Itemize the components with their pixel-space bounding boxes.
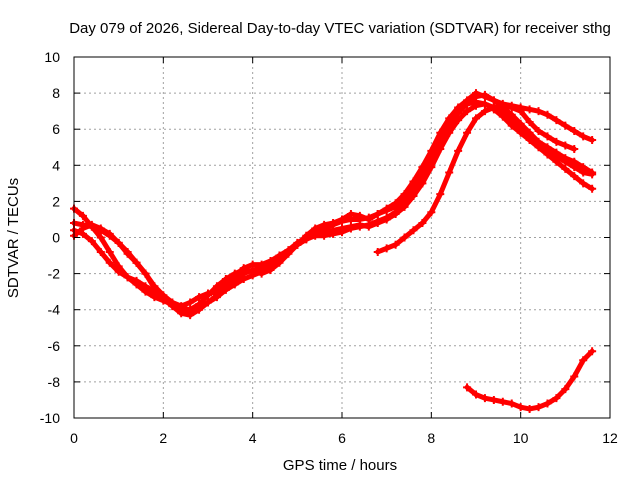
series-segment	[562, 373, 577, 392]
data-point	[588, 347, 597, 356]
x-tick-label: 10	[513, 430, 529, 446]
series-track-5	[373, 101, 579, 256]
data-point	[588, 136, 597, 145]
series-track-3	[70, 89, 597, 314]
series-segment	[437, 170, 452, 197]
data-point	[588, 184, 597, 193]
y-axis-label: SDTVAR / TECUs	[5, 178, 22, 298]
series-segment	[437, 130, 452, 152]
series-segment	[419, 148, 434, 170]
y-tick-label: 2	[52, 193, 60, 209]
x-tick-label: 0	[70, 430, 78, 446]
y-tick-label: 4	[52, 157, 60, 173]
series-segment	[428, 130, 443, 154]
series-segment	[142, 271, 157, 291]
series-segment	[419, 164, 434, 186]
series-segment	[107, 249, 122, 269]
series-segment	[410, 180, 425, 199]
y-tick-label: 6	[52, 121, 60, 137]
y-tick-label: -10	[40, 410, 60, 426]
x-axis-label: GPS time / hours	[283, 457, 397, 474]
chart-title: Day 079 of 2026, Sidereal Day-to-day VTE…	[69, 20, 611, 37]
series-segment	[455, 130, 470, 154]
x-tick-label: 12	[602, 430, 618, 446]
series-segment	[571, 357, 586, 379]
series-segment	[446, 117, 461, 136]
y-tick-label: -6	[48, 338, 61, 354]
x-tick-label: 2	[159, 430, 167, 446]
series-segment	[580, 348, 595, 363]
x-tick-label: 6	[338, 430, 346, 446]
series-segment	[428, 146, 443, 170]
y-tick-label: -2	[48, 266, 61, 282]
x-tick-label: 8	[427, 430, 435, 446]
y-tick-label: 8	[52, 85, 60, 101]
x-tick-label: 4	[249, 430, 257, 446]
series-segment	[419, 153, 434, 177]
data-series	[70, 89, 597, 413]
series-segment	[437, 115, 452, 136]
series-track-6	[463, 347, 597, 413]
y-tick-label: 0	[52, 230, 60, 246]
series-segment	[410, 164, 425, 185]
series-segment	[464, 115, 479, 136]
y-tick-label: -8	[48, 374, 61, 390]
data-point	[588, 168, 597, 177]
y-tick-label: -4	[48, 302, 61, 318]
series-segment	[446, 148, 461, 176]
y-tick-label: 10	[44, 49, 60, 65]
axis-ticks: 0 2 4 6 8 10 12 -10 -8 -6 -4 -2 0 2 4 6 8 10	[40, 49, 618, 446]
series-track-4	[70, 99, 597, 320]
series-segment	[98, 235, 113, 255]
data-point	[570, 145, 579, 154]
series-segment	[428, 191, 443, 215]
series-segment	[402, 179, 416, 197]
grid	[74, 57, 610, 418]
series-segment	[410, 171, 425, 192]
